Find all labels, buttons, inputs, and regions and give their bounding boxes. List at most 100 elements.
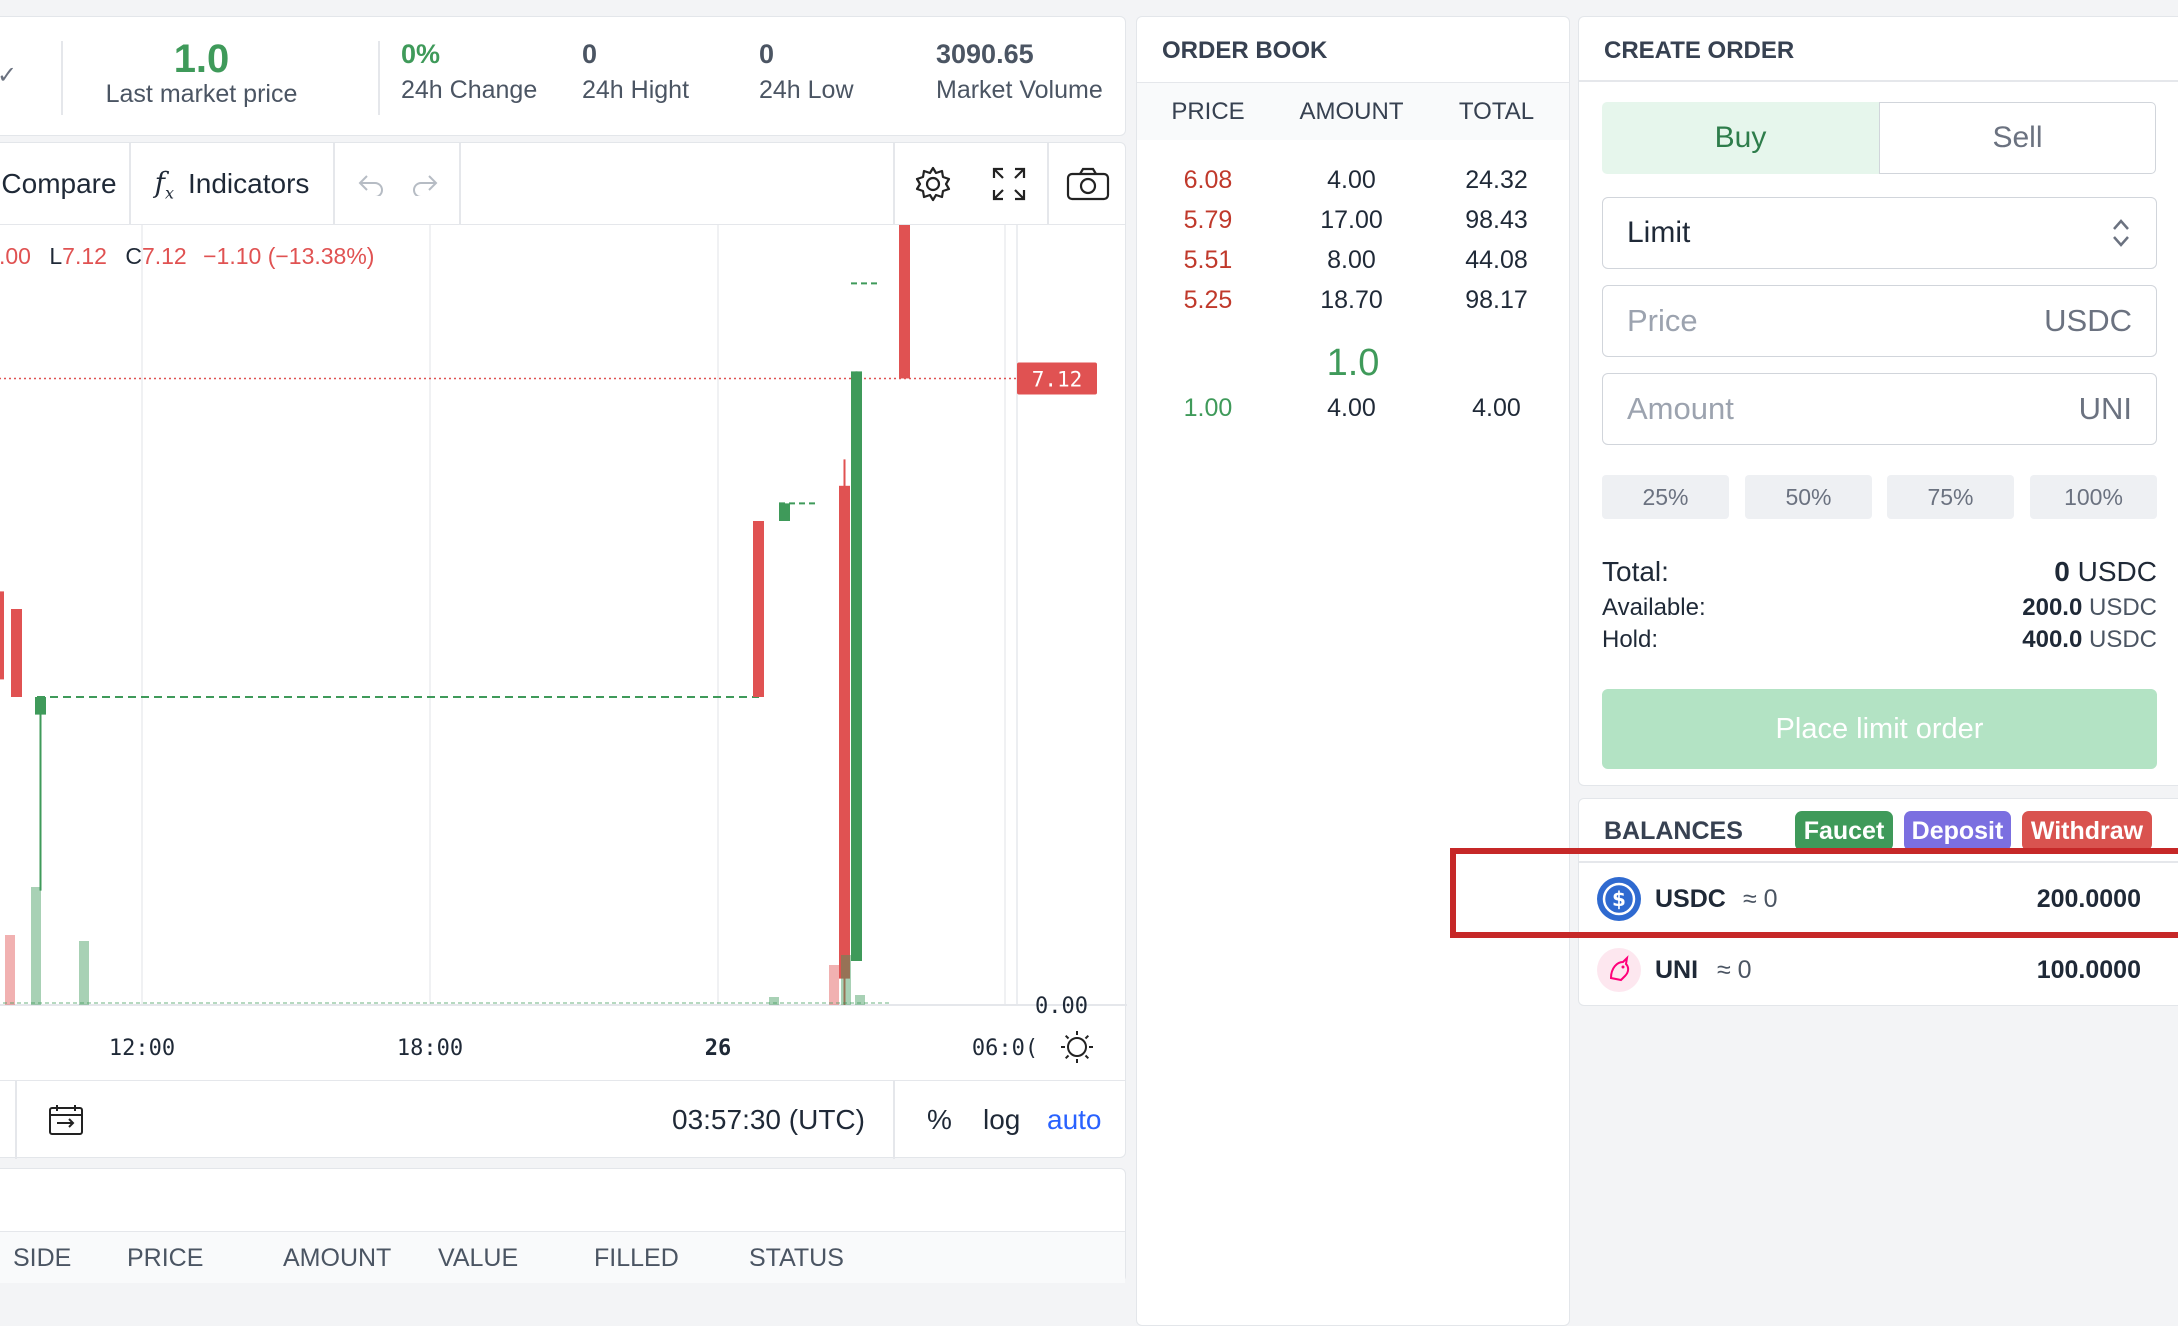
balances-panel: BALANCES Faucet Deposit Withdraw $ USDC …	[1578, 798, 2178, 1006]
ask-row[interactable]: 5.51 8.00 44.08	[1137, 240, 1569, 280]
market-stats-bar: ✓ 1.0 Last market price 0% 24h Change 0 …	[0, 16, 1126, 136]
fullscreen-icon[interactable]	[971, 143, 1047, 225]
svg-text:$: $	[1612, 887, 1626, 911]
balance-row-uni[interactable]: UNI ≈ 0 100.0000	[1579, 935, 2178, 1005]
total-value: 0	[2054, 556, 2070, 587]
coin-approx-value: ≈ 0	[1743, 884, 1778, 913]
divider	[1579, 80, 2178, 82]
ob-col-total: TOTAL	[1458, 98, 1535, 125]
indicators-button[interactable]: fx Indicators	[131, 143, 333, 225]
utc-clock[interactable]: 03:57:30 (UTC)	[672, 1104, 865, 1135]
buy-tab[interactable]: Buy	[1602, 102, 1879, 174]
last-price-label: Last market price	[105, 80, 298, 108]
total-label: Total:	[1602, 556, 1669, 587]
auto-scale-toggle[interactable]: auto	[1047, 1104, 1102, 1135]
bid-row[interactable]: 1.00 4.00 4.00	[1137, 388, 1569, 428]
candle-body	[11, 609, 22, 697]
divider	[61, 41, 63, 115]
date-range-icon[interactable]	[47, 1081, 85, 1159]
last-price-tag-text: 7.12	[1032, 367, 1083, 391]
pct-75-button[interactable]: 75%	[1887, 475, 2014, 519]
axis-settings-icon-ray	[1084, 1034, 1090, 1040]
withdraw-button[interactable]: Withdraw	[2022, 811, 2152, 851]
divider	[129, 143, 131, 225]
pct-25-button[interactable]: 25%	[1602, 475, 1729, 519]
settings-gear-icon[interactable]	[895, 143, 971, 225]
bid-total: 4.00	[1472, 393, 1521, 422]
order-book-title: ORDER BOOK	[1162, 37, 1328, 64]
ask-total: 98.43	[1465, 205, 1528, 234]
volume-label: Market Volume	[936, 76, 1103, 104]
percent-scale-toggle[interactable]: %	[927, 1104, 952, 1135]
pct-50-button[interactable]: 50%	[1745, 475, 1872, 519]
ask-amount: 8.00	[1327, 245, 1376, 274]
divider	[1047, 143, 1049, 225]
candle-body	[839, 485, 850, 979]
ask-row[interactable]: 6.08 4.00 24.32	[1137, 160, 1569, 200]
deposit-button[interactable]: Deposit	[1904, 811, 2011, 851]
undo-icon[interactable]	[351, 143, 391, 225]
camera-icon[interactable]	[1049, 143, 1127, 225]
change-value: 0%	[401, 39, 441, 69]
bid-amount: 4.00	[1327, 393, 1376, 422]
time-axis-label: 12:00	[109, 1036, 175, 1061]
axis-settings-icon	[1067, 1037, 1087, 1057]
ob-col-amount: AMOUNT	[1299, 98, 1404, 125]
uni-unicorn-icon	[1597, 948, 1641, 992]
sell-tab[interactable]: Sell	[1879, 102, 2156, 174]
available-row: Available: 200.0 USDC	[1602, 594, 2157, 622]
col-status: STATUS	[749, 1243, 844, 1272]
ask-total: 44.08	[1465, 245, 1528, 274]
divider	[1579, 861, 2178, 863]
stat-24h-change: 0% 24h Change	[401, 39, 537, 105]
low-label: 24h Low	[759, 76, 854, 104]
faucet-button[interactable]: Faucet	[1795, 811, 1893, 851]
balance-row-usdc[interactable]: $ USDC ≈ 0 200.0000	[1579, 864, 2178, 934]
amount-unit: UNI	[2078, 391, 2132, 426]
chart-plot-area[interactable]: .00 L7.12 C7.12 −1.10 (−13.38%) 7.12 0.00…	[0, 225, 1127, 1080]
price-unit: USDC	[2044, 303, 2132, 338]
col-value: VALUE	[438, 1243, 519, 1272]
volume-bar	[79, 941, 89, 1005]
coin-amount: 100.0000	[2036, 955, 2141, 984]
order-type-select[interactable]: Limit	[1602, 197, 2157, 269]
volume-bar	[769, 997, 779, 1005]
order-book-header: PRICE AMOUNT TOTAL	[1137, 82, 1569, 140]
orders-table-header: SIDE PRICE AMOUNT VALUE FILLED STATUS	[0, 1231, 1125, 1283]
compare-button[interactable]: Compare	[0, 143, 129, 225]
divider	[378, 41, 380, 115]
amount-input[interactable]: Amount UNI	[1602, 373, 2157, 445]
candle-body	[0, 591, 4, 680]
ask-amount: 18.70	[1320, 285, 1383, 314]
col-amount: AMOUNT	[283, 1243, 392, 1272]
candle-body	[851, 371, 862, 961]
divider	[893, 143, 895, 225]
candle-body	[899, 225, 910, 379]
log-scale-toggle[interactable]: log	[983, 1104, 1021, 1135]
ask-price: 6.08	[1183, 165, 1233, 194]
redo-icon[interactable]	[405, 143, 445, 225]
stat-24h-high: 0 24h Hight	[582, 39, 689, 105]
place-limit-order-button[interactable]: Place limit order	[1602, 689, 2157, 769]
check-icon: ✓	[0, 62, 18, 89]
volume-value: 3090.65	[936, 39, 1034, 69]
candlestick-chart-svg: 7.12 0.00 12:00 18:00 26 06:0(	[0, 225, 1127, 1063]
balances-title: BALANCES	[1604, 817, 1743, 845]
ask-total: 24.32	[1465, 165, 1528, 194]
highlight-annotation-box	[1450, 848, 2178, 938]
indicators-label: Indicators	[188, 168, 310, 199]
ask-row[interactable]: 5.79 17.00 98.43	[1137, 200, 1569, 240]
ask-row[interactable]: 5.25 18.70 98.17	[1137, 280, 1569, 320]
high-value: 0	[582, 39, 598, 69]
ask-amount: 17.00	[1320, 205, 1383, 234]
order-type-value: Limit	[1627, 216, 1691, 249]
time-axis-label: 18:00	[397, 1036, 463, 1061]
volume-bar	[855, 995, 865, 1005]
ob-col-price: PRICE	[1171, 98, 1245, 125]
price-input[interactable]: Price USDC	[1602, 285, 2157, 357]
pct-100-button[interactable]: 100%	[2030, 475, 2157, 519]
legend-close: 7.12	[141, 243, 187, 269]
axis-settings-icon-ray	[1064, 1034, 1070, 1040]
function-icon: fx	[154, 165, 174, 203]
candle-body	[779, 503, 790, 521]
